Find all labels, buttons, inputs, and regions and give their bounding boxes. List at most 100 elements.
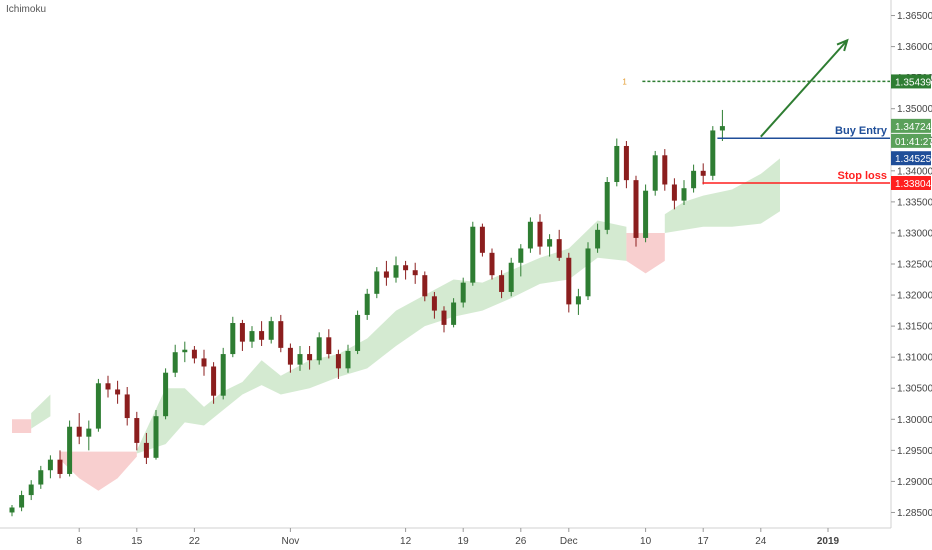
y-tick-label: 1.30500	[897, 384, 932, 395]
candle-body	[479, 226, 485, 253]
candle-body	[537, 221, 543, 247]
candle-body	[460, 282, 466, 303]
candle-body	[143, 442, 149, 458]
candle-body	[374, 271, 380, 294]
fib-level-label: 1	[622, 77, 627, 86]
candle-body	[499, 275, 505, 292]
candle-body	[47, 459, 53, 471]
candle-body	[9, 507, 15, 513]
candle-body	[700, 170, 706, 176]
x-tick-label: Dec	[560, 536, 578, 547]
candle-body	[67, 426, 73, 474]
candle-body	[393, 265, 399, 278]
candle-body	[307, 354, 313, 361]
candle-body	[86, 428, 92, 437]
candle-body	[547, 239, 553, 247]
x-tick-label: Nov	[282, 536, 300, 547]
candle-body	[278, 321, 284, 348]
ichimoku-cloud-bull	[136, 220, 627, 454]
last-price-label: 1.34724	[895, 122, 932, 133]
last-price-badge	[891, 118, 931, 133]
price-axis-bg	[891, 0, 932, 550]
candle-body	[719, 126, 725, 131]
candle-body	[220, 354, 226, 396]
x-tick-label: 15	[131, 536, 143, 547]
candle-body	[691, 170, 697, 189]
candle-body	[76, 426, 82, 437]
candle-body	[259, 331, 265, 340]
buy-entry-price-badge	[891, 151, 931, 166]
candle-body	[230, 323, 236, 355]
stop-loss-label: Stop loss	[837, 170, 887, 182]
candle-body	[249, 331, 255, 342]
x-tick-label: 8	[76, 536, 82, 547]
ichimoku-cloud-bear	[60, 451, 137, 491]
candle-body	[191, 349, 197, 359]
countdown-label: 01:41:27	[895, 137, 932, 148]
x-tick-label: 26	[515, 536, 527, 547]
y-tick-label: 1.29000	[897, 477, 932, 488]
y-tick-label: 1.31500	[897, 322, 932, 333]
candle-body	[355, 314, 361, 351]
candle-body	[566, 257, 572, 305]
candle-body	[383, 271, 389, 278]
candle-body	[239, 323, 245, 342]
target-arrow-icon	[836, 38, 849, 52]
y-tick-label: 1.32000	[897, 291, 932, 302]
y-tick-label: 1.35000	[897, 104, 932, 115]
candle-body	[335, 354, 341, 369]
stop-loss-price-badge	[891, 175, 931, 190]
x-tick-label: 24	[755, 536, 767, 547]
candle-body	[28, 484, 34, 496]
candle-body	[575, 296, 581, 305]
candle-body	[633, 180, 639, 238]
candle-body	[652, 155, 658, 191]
x-tick-label: 2019	[817, 536, 840, 547]
candle-body	[556, 239, 562, 258]
y-tick-label: 1.30000	[897, 415, 932, 426]
candle-body	[57, 459, 63, 474]
candle-body	[623, 145, 629, 181]
candle-body	[134, 418, 140, 443]
candle-body	[211, 366, 217, 396]
buy-entry-label: Buy Entry	[835, 125, 888, 137]
candle-body	[287, 347, 293, 365]
candle-body	[38, 470, 44, 485]
candle-body	[153, 416, 159, 458]
y-tick-label: 1.31000	[897, 353, 932, 364]
candle-body	[662, 155, 668, 185]
candle-body	[345, 350, 351, 369]
candle-body	[201, 358, 207, 367]
candle-body	[710, 130, 716, 176]
ichimoku-cloud-bear	[12, 419, 32, 433]
x-tick-label: 10	[640, 536, 652, 547]
x-tick-label: 19	[458, 536, 470, 547]
candle-body	[163, 372, 169, 417]
buy-entry-price-label: 1.34525	[895, 154, 932, 165]
candle-body	[297, 354, 303, 365]
y-tick-label: 1.34000	[897, 166, 932, 177]
candle-body	[518, 248, 524, 263]
candle-body	[643, 190, 649, 238]
candle-body	[182, 349, 188, 353]
candle-body	[595, 229, 601, 249]
indicator-label: Ichimoku	[6, 4, 47, 15]
candle-body	[431, 296, 437, 311]
candle-body	[489, 252, 495, 276]
candle-body	[172, 352, 178, 373]
countdown-badge	[891, 133, 931, 148]
candle-body	[412, 270, 418, 276]
y-tick-label: 1.29500	[897, 446, 932, 457]
candle-body	[604, 182, 610, 230]
candle-body	[422, 275, 428, 297]
target-price-label: 1.35439	[895, 77, 932, 88]
candle-body	[508, 262, 514, 292]
candle-body	[268, 321, 274, 340]
candle-body	[614, 145, 620, 183]
candle-body	[326, 337, 332, 355]
y-tick-label: 1.32500	[897, 260, 932, 271]
candle-body	[451, 302, 457, 325]
candle-body	[364, 293, 370, 315]
